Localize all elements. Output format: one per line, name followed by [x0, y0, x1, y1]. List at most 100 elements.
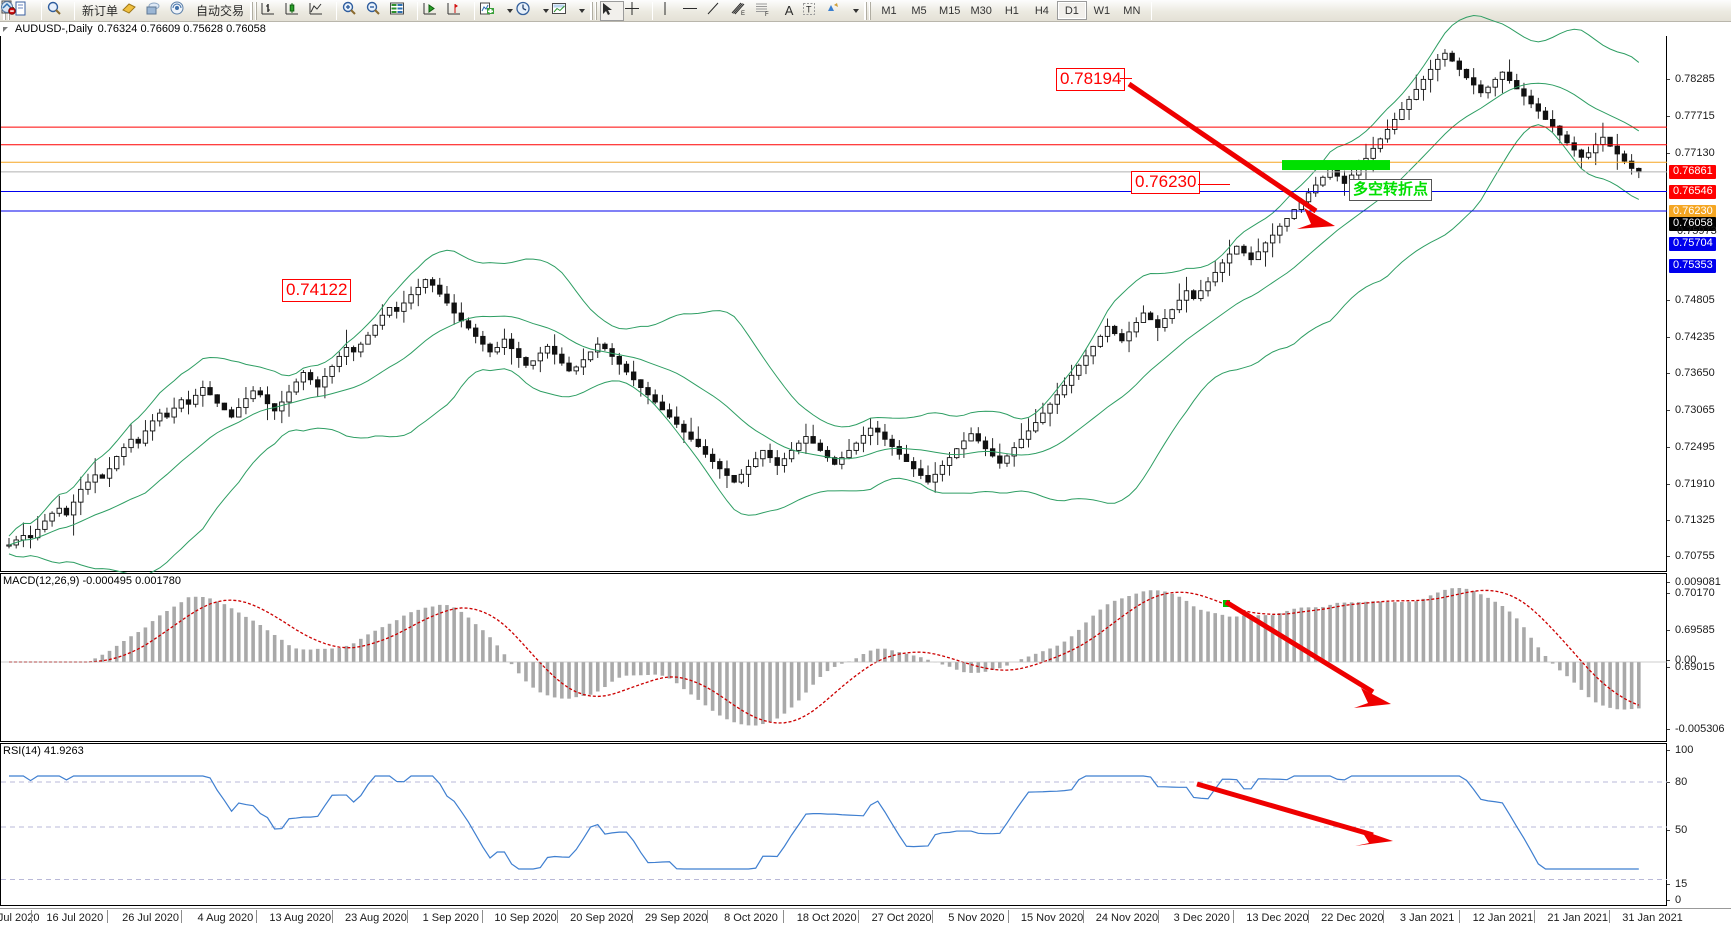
- time-tick: 22 Dec 2020: [1321, 912, 1384, 924]
- time-separator: [1082, 910, 1084, 923]
- price-level-label[interactable]: 0.76861: [1669, 165, 1716, 179]
- time-axis[interactable]: Jul 2020 16 Jul 2020 26 Jul 2020 4 Aug 2020…: [0, 908, 1731, 945]
- time-separator: [1233, 910, 1235, 923]
- zoom-in-icon[interactable]: [341, 1, 365, 21]
- time-separator: [632, 910, 634, 923]
- toolbar-grip-3[interactable]: [590, 1, 598, 20]
- price-axis[interactable]: 0.78285 0.77715 0.77130 0.74805 0.74235 0.736…: [1667, 36, 1731, 906]
- price-tick: 0.77130: [1667, 147, 1715, 159]
- toolbar-separator-end: [1150, 1, 1152, 20]
- time-tick: 18 Oct 2020: [796, 912, 857, 924]
- chart-symbol-header: AUDUSD-,Daily 0.76324 0.76609 0.75628 0.…: [0, 22, 1731, 36]
- trendline-icon[interactable]: [705, 1, 729, 21]
- price-level-label[interactable]: 0.76058: [1669, 217, 1716, 231]
- time-tick: 27 Oct 2020: [871, 912, 932, 924]
- horizontal-line-icon[interactable]: [681, 1, 705, 21]
- text-icon[interactable]: A: [784, 3, 794, 18]
- time-separator: [481, 910, 483, 923]
- time-tick: 20 Sep 2020: [570, 912, 633, 924]
- equidistant-channel-icon[interactable]: E: [729, 1, 753, 21]
- resistance-label[interactable]: 0.76230: [1131, 171, 1201, 194]
- new-order-button[interactable]: 新订单: [1, 0, 121, 21]
- timeframe-h1[interactable]: H1: [1004, 4, 1019, 17]
- new-order-label: 新订单: [82, 4, 119, 18]
- rsi-tick: 80: [1667, 776, 1687, 788]
- rsi-pane[interactable]: RSI(14) 41.9263: [0, 743, 1668, 906]
- indicators-icon[interactable]: [479, 1, 503, 21]
- price-tick: 0.73650: [1667, 367, 1715, 379]
- price-tick: 0.73065: [1667, 404, 1715, 416]
- data-window-icon[interactable]: [389, 1, 413, 21]
- new-chart-icon[interactable]: [13, 1, 37, 21]
- find-symbol-icon[interactable]: [46, 1, 70, 21]
- toolbar-separator-6: [652, 1, 654, 20]
- signals-icon[interactable]: [169, 1, 193, 21]
- timeframe-w1[interactable]: W1: [1093, 4, 1111, 17]
- price-level-label[interactable]: 0.76546: [1669, 185, 1716, 199]
- zoom-out-icon[interactable]: [365, 1, 389, 21]
- timeframe-h4[interactable]: H4: [1034, 4, 1049, 17]
- time-tick: 23 Aug 2020: [345, 912, 407, 924]
- auto-scroll-icon[interactable]: [422, 1, 446, 21]
- time-tick: 1 Sep 2020: [422, 912, 479, 924]
- toolbar-separator-3: [336, 1, 338, 20]
- strategy-tester-icon[interactable]: [145, 1, 169, 21]
- line-chart-icon[interactable]: [308, 1, 332, 21]
- timeframe-mn[interactable]: MN: [1123, 4, 1141, 17]
- timeframe-m1[interactable]: M1: [881, 4, 897, 17]
- periods-dropdown-icon[interactable]: [539, 1, 551, 21]
- timeframe-m15[interactable]: M15: [939, 4, 961, 17]
- price-level-label[interactable]: 0.76230: [1669, 205, 1716, 219]
- expert-advisors-icon[interactable]: [121, 1, 145, 21]
- time-separator: [707, 910, 708, 923]
- candlestick-chart-icon[interactable]: [284, 1, 308, 21]
- time-separator: [782, 910, 784, 923]
- symbol-ohlc: 0.76324 0.76609 0.75628 0.76058: [97, 23, 266, 35]
- time-separator: [30, 910, 32, 923]
- bar-chart-icon[interactable]: [260, 1, 284, 21]
- toolbar-grip-2[interactable]: [250, 1, 258, 20]
- rsi-chart-canvas: [1, 775, 1668, 880]
- price-tick: 0.70755: [1667, 550, 1715, 562]
- timeframe-m30[interactable]: M30: [970, 4, 992, 17]
- toolbar-grip-4[interactable]: [864, 1, 872, 20]
- timeframe-d1[interactable]: D1: [1056, 1, 1087, 20]
- fibonacci-icon[interactable]: F: [753, 1, 777, 21]
- templates-dropdown-icon[interactable]: [575, 1, 587, 21]
- turning-point-label[interactable]: 多空转折点: [1349, 179, 1433, 201]
- rsi-tick: 100: [1667, 744, 1693, 756]
- chart-collapse-icon[interactable]: [3, 26, 8, 32]
- high-label[interactable]: 0.78194: [1056, 68, 1126, 91]
- time-separator: [857, 910, 859, 923]
- price-tick: 0.78285: [1667, 73, 1715, 85]
- auto-trading-button[interactable]: 自动交易: [1, 1, 247, 21]
- prior-high-label[interactable]: 0.74122: [282, 279, 352, 302]
- price-tick: 0.72495: [1667, 441, 1715, 453]
- chart-shift-icon[interactable]: [446, 1, 470, 21]
- symbol-name: AUDUSD-,Daily: [15, 23, 93, 35]
- shapes-dropdown-icon[interactable]: [849, 1, 861, 21]
- time-tick: 4 Aug 2020: [197, 912, 254, 924]
- vertical-line-icon[interactable]: [657, 1, 681, 21]
- cursor-icon[interactable]: [600, 0, 625, 21]
- text-label-icon[interactable]: T: [801, 1, 825, 21]
- toolbar-separator-4: [417, 1, 419, 20]
- price-level-label[interactable]: 0.75704: [1669, 237, 1716, 251]
- crosshair-icon[interactable]: [624, 1, 648, 21]
- periods-icon[interactable]: [515, 1, 539, 21]
- price-tick: 0.71325: [1667, 514, 1715, 526]
- chart-container[interactable]: 0.78194 0.76230 0.74122 多空转折点 MACD(12,26,9)…: [0, 15, 1731, 945]
- time-tick: 3 Dec 2020: [1173, 912, 1230, 924]
- main-toolbar: 新订单 自动交易: [0, 0, 1731, 22]
- time-separator: [1533, 910, 1535, 923]
- macd-pane[interactable]: MACD(12,26,9) -0.000495 0.001780: [0, 573, 1668, 742]
- time-tick: 5 Nov 2020: [948, 912, 1005, 924]
- price-pane[interactable]: 0.78194 0.76230 0.74122 多空转折点: [0, 15, 1668, 577]
- price-level-label[interactable]: 0.75973: [1677, 225, 1717, 237]
- indicators-dropdown-icon[interactable]: [503, 1, 515, 21]
- macd-chart-canvas: [1, 588, 1668, 726]
- timeframe-m5[interactable]: M5: [911, 4, 927, 17]
- templates-icon[interactable]: [551, 1, 575, 21]
- shapes-icon[interactable]: [825, 1, 849, 21]
- price-level-label[interactable]: 0.75353: [1669, 259, 1716, 273]
